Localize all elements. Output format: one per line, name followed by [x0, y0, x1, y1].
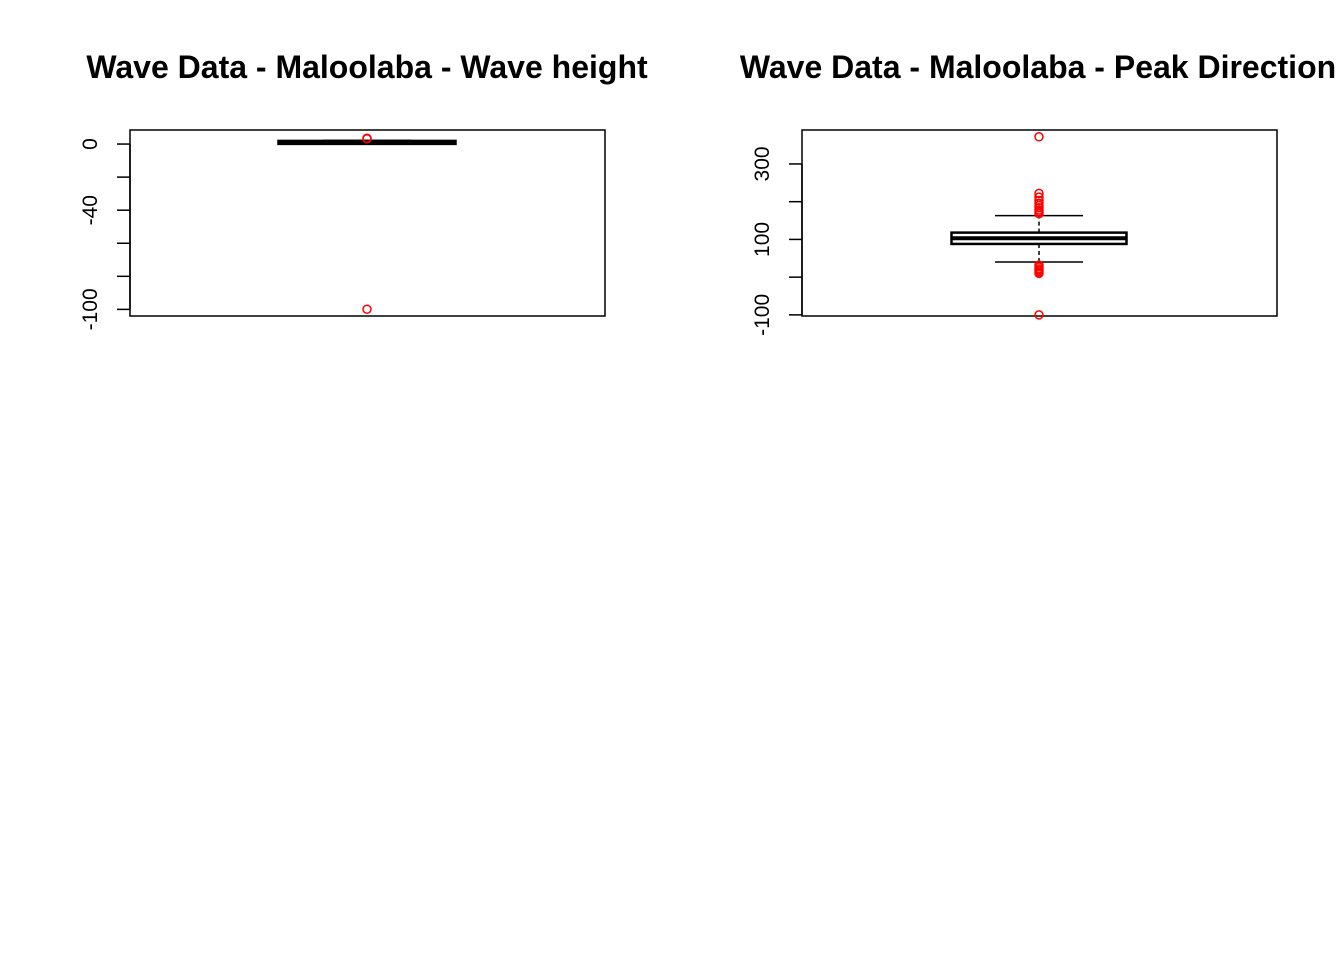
peak-direction-y-axis: -100 100 300	[751, 146, 803, 336]
wave-height-panel: Wave Data - Maloolaba - Wave height 0 -40…	[79, 49, 648, 330]
peak-direction-y-tick-label: 100	[751, 222, 774, 257]
peak-direction-y-tick-label: 300	[751, 146, 774, 181]
peak-direction-panel: Wave Data - Maloolaba - Peak Direction -…	[740, 49, 1336, 336]
peak-direction-outlier-point	[1034, 188, 1044, 199]
peak-direction-outlier-point	[1034, 268, 1044, 279]
peak-direction-outlier-point	[1034, 195, 1044, 206]
wave-height-outlier-point	[362, 134, 372, 144]
wave-height-outlier-point	[362, 304, 372, 314]
wave-height-y-tick-label: -40	[79, 195, 102, 225]
peak-direction-title: Wave Data - Maloolaba - Peak Direction	[740, 49, 1336, 85]
wave-height-outliers	[362, 133, 372, 314]
peak-direction-y-tick-label: -100	[751, 294, 774, 336]
wave-height-title: Wave Data - Maloolaba - Wave height	[86, 49, 648, 85]
peak-direction-outlier-point	[1034, 209, 1044, 219]
peak-direction-outlier-point	[1034, 310, 1044, 320]
wave-height-y-tick-label: -100	[79, 288, 102, 330]
peak-direction-outlier-point	[1034, 132, 1044, 142]
peak-direction-outliers	[1034, 132, 1044, 320]
wave-height-y-axis: 0 -40 -100	[79, 138, 131, 330]
peak-direction-boxplot	[950, 214, 1128, 263]
wave-height-y-tick-label: 0	[79, 138, 102, 150]
